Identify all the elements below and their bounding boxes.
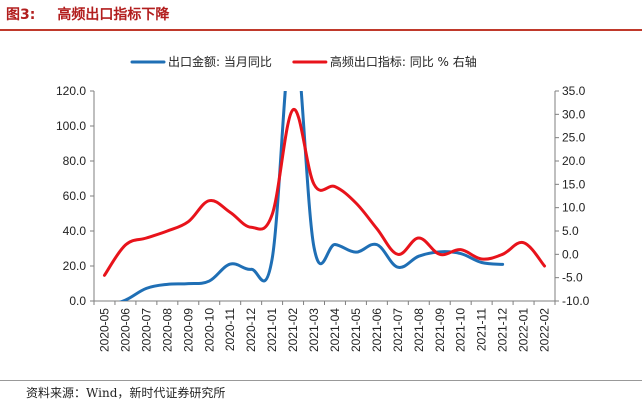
figure-title: 图3: 高频出口指标下降 <box>6 4 169 24</box>
x-tick-label: 2020-05 <box>97 308 111 352</box>
right-tick-label: 15.0 <box>562 177 586 191</box>
x-tick-label: 2021-04 <box>328 308 342 352</box>
figure-title-text: 高频出口指标下降 <box>57 7 170 23</box>
top-rule <box>0 29 642 31</box>
x-tick-label: 2020-11 <box>223 308 237 351</box>
legend-label-2: 高频出口指标: 同比 % 右轴 <box>330 54 477 69</box>
left-tick-label: 120.0 <box>56 84 86 98</box>
source-note: 资料来源：Wind，新时代证券研究所 <box>26 386 226 400</box>
legend-label-1: 出口金额: 当月同比 <box>168 54 272 69</box>
x-tick-label: 2022-02 <box>538 308 552 352</box>
x-tick-label: 2021-10 <box>454 308 468 352</box>
right-tick-label: 25.0 <box>562 131 586 145</box>
chart-series <box>102 91 547 301</box>
x-tick-label: 2021-06 <box>370 308 384 352</box>
x-tick-label: 2021-02 <box>286 308 300 352</box>
x-tick-label: 2022-01 <box>517 308 531 352</box>
x-tick-label: 2021-05 <box>349 308 363 352</box>
left-tick-label: 20.0 <box>63 259 87 273</box>
x-tick-label: 2021-07 <box>391 308 405 352</box>
x-tick-label: 2021-11 <box>475 308 489 351</box>
right-tick-label: 0.0 <box>562 247 579 261</box>
bottom-rule <box>0 380 642 381</box>
x-tick-label: 2020-12 <box>244 308 258 352</box>
left-tick-label: 0.0 <box>69 294 86 308</box>
chart-axes: 0.0 20.0 40.0 60.0 80.0 100.0 120.0 -10.0 -5.0 0.… <box>56 84 590 352</box>
x-tick-label: 2020-07 <box>139 308 153 352</box>
figure-number: 图3: <box>6 7 36 23</box>
right-tick-label: 20.0 <box>562 154 586 168</box>
left-tick-label: 40.0 <box>63 224 87 238</box>
right-tick-label: 30.0 <box>562 107 586 121</box>
x-tick-label: 2020-08 <box>160 308 174 352</box>
x-tick-label: 2021-08 <box>412 308 426 352</box>
x-tick-label: 2021-09 <box>433 308 447 352</box>
left-tick-label: 60.0 <box>63 189 87 203</box>
series-line-2 <box>102 108 547 277</box>
left-tick-label: 100.0 <box>56 119 86 133</box>
x-tick-label: 2021-03 <box>307 308 321 352</box>
x-tick-label: 2020-09 <box>181 308 195 352</box>
right-tick-label: -5.0 <box>562 271 583 285</box>
x-tick-label: 2020-06 <box>118 308 132 352</box>
left-tick-label: 80.0 <box>63 154 87 168</box>
chart-legend: 出口金额: 当月同比 高频出口指标: 同比 % 右轴 <box>130 54 477 69</box>
series-line-1 <box>118 91 505 301</box>
x-tick-label: 2021-01 <box>265 308 279 352</box>
right-tick-label: 35.0 <box>562 84 586 98</box>
right-tick-label: 10.0 <box>562 201 586 215</box>
right-tick-label: -10.0 <box>562 294 590 308</box>
right-tick-label: 5.0 <box>562 224 579 238</box>
x-tick-label: 2021-12 <box>496 308 510 352</box>
x-tick-label: 2020-10 <box>202 308 216 352</box>
